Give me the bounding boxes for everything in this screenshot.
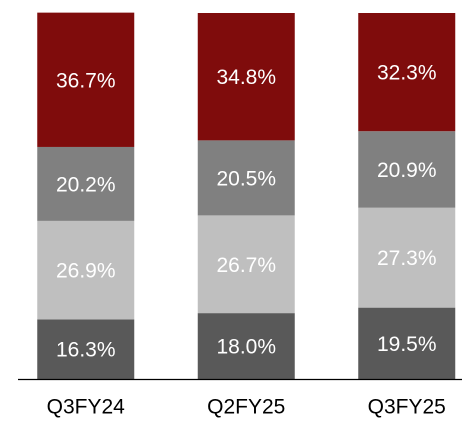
bar-segment xyxy=(358,131,456,208)
bar-segment xyxy=(197,13,295,141)
bar-segment xyxy=(37,12,135,147)
data-label: 19.5% xyxy=(377,333,437,356)
x-tick-label: Q3FY25 xyxy=(368,396,446,419)
data-label: 36.7% xyxy=(56,69,116,92)
data-label: 34.8% xyxy=(216,66,276,89)
bar-segment xyxy=(37,319,135,379)
bar-segment xyxy=(358,307,456,379)
bar-segment xyxy=(358,13,456,132)
x-tick-label: Q2FY25 xyxy=(207,396,285,419)
data-label: 16.3% xyxy=(56,339,116,362)
data-label: 32.3% xyxy=(377,62,437,85)
x-tick-label: Q3FY24 xyxy=(47,396,126,419)
bar-segment xyxy=(37,220,135,320)
data-label: 26.9% xyxy=(56,260,116,283)
data-label: 27.3% xyxy=(377,247,437,270)
data-label: 20.2% xyxy=(56,173,116,196)
bar-segment xyxy=(37,146,135,221)
bar-segment xyxy=(197,140,295,216)
bar-segment xyxy=(197,313,295,379)
data-label: 26.7% xyxy=(216,254,276,277)
bar-segment xyxy=(197,215,295,314)
data-label: 18.0% xyxy=(216,336,276,359)
data-label: 20.9% xyxy=(377,159,437,182)
bar-segment xyxy=(358,207,456,308)
data-label: 20.5% xyxy=(216,167,276,190)
